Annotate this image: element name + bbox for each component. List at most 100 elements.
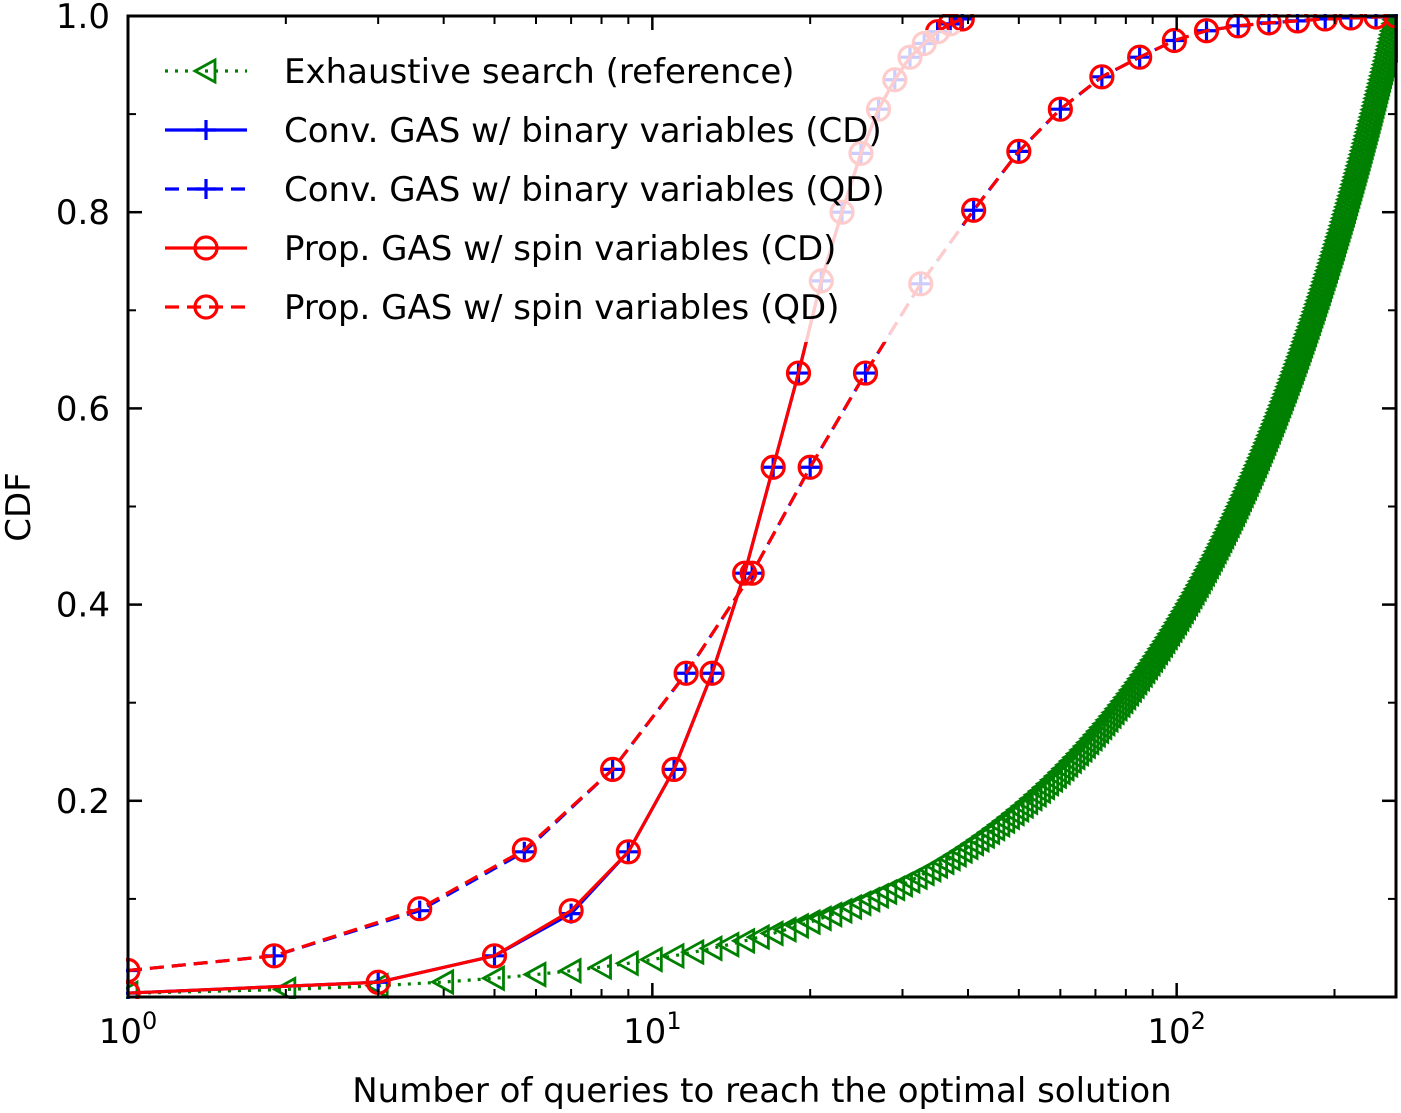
data-point <box>1255 421 1280 449</box>
data-point <box>558 898 584 924</box>
data-point <box>1338 14 1364 31</box>
data-point <box>1241 455 1266 483</box>
y-tick-label: 0.6 <box>56 389 110 429</box>
data-point <box>1312 14 1338 32</box>
data-point <box>514 841 535 862</box>
data-point <box>1271 380 1296 408</box>
data-point <box>1232 474 1258 502</box>
data-point <box>1253 425 1278 453</box>
data-point <box>1284 14 1311 34</box>
data-point <box>1268 388 1293 416</box>
data-point <box>1237 463 1263 490</box>
data-point <box>1161 27 1187 54</box>
legend-marker <box>192 57 217 85</box>
data-point <box>1089 64 1115 90</box>
legend-label: Prop. GAS w/ spin variables (QD) <box>284 288 839 328</box>
data-point <box>660 942 685 970</box>
y-axis-label: CDF <box>0 472 39 541</box>
legend-entry: Conv. GAS w/ binary variables (QD) <box>165 170 885 210</box>
data-point <box>1227 485 1253 513</box>
data-point <box>1224 493 1249 520</box>
x-tick-label: 100 <box>99 1007 158 1052</box>
legend-marker <box>196 179 216 199</box>
data-point <box>1261 407 1286 434</box>
data-point <box>1252 429 1277 457</box>
data-point <box>1265 395 1290 423</box>
data-point <box>732 560 758 586</box>
x-tick-label: 102 <box>1147 1007 1206 1052</box>
legend-label: Prop. GAS w/ spin variables (CD) <box>284 229 836 269</box>
data-point <box>1376 26 1398 51</box>
legend-label: Conv. GAS w/ binary variables (CD) <box>284 111 882 151</box>
data-point <box>481 943 508 969</box>
y-tick-label: 0.8 <box>56 193 110 233</box>
y-tick-label: 0.4 <box>56 586 110 626</box>
data-point <box>407 896 433 922</box>
data-point <box>963 200 984 221</box>
data-point <box>1239 459 1264 487</box>
data-point <box>1262 403 1287 431</box>
data-point <box>522 961 547 988</box>
legend-marker <box>196 120 216 140</box>
data-point <box>1258 414 1283 442</box>
data-point <box>261 943 287 969</box>
legend: Exhaustive search (reference) Conv. GAS w… <box>150 30 960 342</box>
data-point <box>1050 99 1071 120</box>
data-point <box>679 938 705 966</box>
data-point <box>1256 14 1282 36</box>
legend-entry: Prop. GAS w/ spin variables (CD) <box>165 229 836 269</box>
data-point <box>673 660 699 686</box>
data-point <box>1259 410 1284 438</box>
data-point <box>1222 496 1247 524</box>
data-point <box>1248 436 1274 464</box>
legend-background <box>150 30 960 342</box>
data-point <box>1272 377 1297 404</box>
data-point <box>614 949 639 977</box>
legend-entry: Prop. GAS w/ spin variables (QD) <box>165 288 839 328</box>
data-point <box>1127 44 1153 70</box>
series-line <box>127 14 1397 973</box>
data-point <box>800 457 821 478</box>
data-point <box>1380 14 1398 34</box>
data-point <box>1245 444 1271 472</box>
data-point <box>661 756 687 783</box>
data-point <box>429 968 455 996</box>
data-point <box>1006 138 1032 164</box>
data-point <box>949 14 975 32</box>
x-axis-label: Number of queries to reach the optimal s… <box>352 1071 1171 1111</box>
data-point <box>1229 481 1254 509</box>
data-point <box>760 454 786 480</box>
data-point <box>511 837 537 863</box>
data-point <box>600 756 626 783</box>
legend-entry: Exhaustive search (reference) <box>165 52 795 92</box>
data-point <box>1242 451 1267 479</box>
data-point <box>638 946 663 973</box>
data-point <box>852 360 879 386</box>
data-point <box>1375 30 1398 55</box>
data-point <box>1164 30 1185 51</box>
x-tick-label: 101 <box>623 1007 682 1052</box>
axes-layer: 100 101 102 0.2 0.4 0.6 0.8 1.0 <box>56 0 1398 1052</box>
data-point <box>1250 433 1275 460</box>
data-point <box>557 957 582 985</box>
data-point <box>587 953 612 981</box>
data-point <box>699 660 725 686</box>
data-point <box>1193 18 1220 44</box>
data-point <box>1047 96 1073 122</box>
data-point <box>1377 23 1398 46</box>
data-point <box>1269 384 1295 412</box>
data-point <box>1379 17 1398 38</box>
y-tick-label: 0.2 <box>56 782 110 822</box>
data-point <box>855 363 876 384</box>
data-point <box>817 901 843 928</box>
data-point <box>1244 448 1269 475</box>
legend-entry: Conv. GAS w/ binary variables (CD) <box>165 111 882 151</box>
data-point <box>785 360 812 386</box>
data-point <box>480 964 505 992</box>
legend-label: Exhaustive search (reference) <box>284 52 795 92</box>
data-point <box>1234 470 1259 498</box>
legend-marker <box>193 235 219 261</box>
data-point <box>739 560 765 586</box>
y-tick-label: 1.0 <box>56 0 110 37</box>
